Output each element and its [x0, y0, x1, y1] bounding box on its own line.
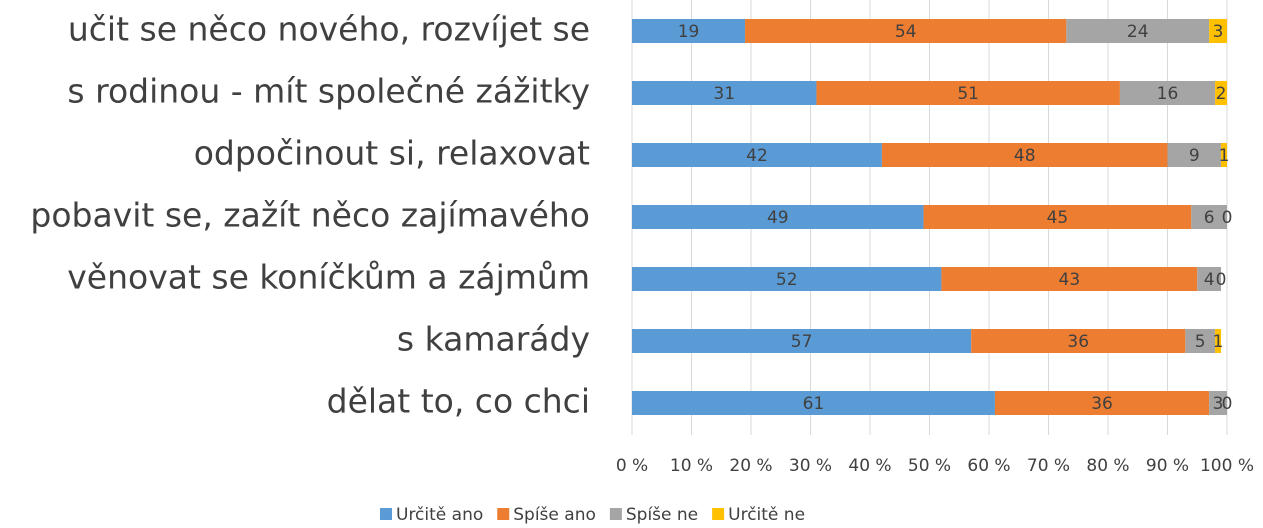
legend-swatch — [609, 508, 622, 520]
x-tick-label: 100 % — [1200, 456, 1254, 476]
legend-swatch — [380, 508, 392, 520]
bar-segment — [632, 391, 995, 415]
bar-segment — [1209, 19, 1227, 43]
bar-segment — [1185, 329, 1216, 353]
bar-segment — [971, 329, 1186, 353]
data-label: 16 — [1157, 84, 1179, 104]
x-tick-label: 80 % — [1086, 456, 1129, 476]
x-tick-label: 50 % — [908, 456, 951, 476]
data-label: 45 — [1047, 208, 1069, 228]
data-label: 31 — [713, 84, 735, 104]
data-label: 42 — [746, 146, 768, 166]
bar-segment — [745, 19, 1067, 43]
data-label: 57 — [791, 332, 813, 352]
bar-segment — [1197, 267, 1222, 291]
data-label: 52 — [776, 270, 798, 290]
bar-segment — [1119, 81, 1216, 105]
category-label: dělat to, co chci — [327, 382, 590, 421]
x-tick-label: 40 % — [848, 456, 891, 476]
bar-segment — [632, 267, 942, 291]
category-label: věnovat se koníčkům a zájmům — [67, 258, 590, 297]
legend-label: Určitě ano — [396, 505, 483, 525]
data-label: 19 — [678, 22, 700, 42]
data-label: 3 — [1213, 394, 1224, 414]
legend-swatch — [497, 508, 510, 520]
data-label: 3 — [1213, 22, 1224, 42]
legend-label: Spíše ano — [513, 505, 596, 525]
x-tick-label: 10 % — [670, 456, 713, 476]
x-tick-label: 0 % — [616, 456, 648, 476]
data-label: 36 — [1091, 394, 1113, 414]
bar-segment — [1066, 19, 1210, 43]
category-label: učit se něco nového, rozvíjet se — [68, 10, 590, 49]
data-label: 54 — [895, 22, 917, 42]
legend-swatch — [712, 508, 725, 520]
category-label: s rodinou - mít společné zážitky — [67, 72, 590, 111]
data-label: 1 — [1213, 332, 1224, 352]
data-label: 0 — [1216, 270, 1227, 290]
bar-segment — [632, 81, 817, 105]
x-tick-label: 70 % — [1027, 456, 1070, 476]
bar-segment — [1215, 81, 1227, 105]
data-label: 0 — [1222, 394, 1233, 414]
x-tick-label: 20 % — [729, 456, 772, 476]
category-label: odpočinout si, relaxovat — [194, 134, 590, 173]
data-label: 1 — [1219, 146, 1230, 166]
bar-segment — [923, 205, 1192, 229]
data-label: 24 — [1127, 22, 1149, 42]
data-label: 6 — [1204, 208, 1215, 228]
data-label: 61 — [803, 394, 825, 414]
bar-segment — [1209, 391, 1227, 415]
category-label: pobavit se, zažít něco zajímavého — [30, 196, 590, 235]
data-label: 9 — [1189, 146, 1200, 166]
data-label: 0 — [1222, 208, 1233, 228]
bar-segment — [1215, 329, 1222, 353]
data-label: 5 — [1195, 332, 1206, 352]
data-label: 43 — [1059, 270, 1081, 290]
bar-segment — [632, 205, 924, 229]
bar-segment — [632, 143, 882, 167]
data-label: 51 — [957, 84, 979, 104]
x-tick-label: 30 % — [789, 456, 832, 476]
data-label: 2 — [1216, 84, 1227, 104]
category-label: s kamarády — [397, 320, 590, 359]
data-label: 4 — [1204, 270, 1215, 290]
data-label: 49 — [767, 208, 789, 228]
bar-segment — [816, 81, 1120, 105]
legend-label: Spíše ne — [626, 505, 698, 525]
bar-segment — [1167, 143, 1222, 167]
data-label: 48 — [1014, 146, 1036, 166]
x-tick-label: 60 % — [967, 456, 1010, 476]
bar-segment — [1191, 205, 1227, 229]
bar-segment — [632, 329, 972, 353]
bar-segment — [632, 19, 746, 43]
bar-segment — [1221, 143, 1227, 167]
legend-label: Určitě ne — [728, 505, 805, 525]
bar-segment — [941, 267, 1198, 291]
data-label: 36 — [1067, 332, 1089, 352]
bar-segment — [881, 143, 1168, 167]
bar-segment — [994, 391, 1210, 415]
x-tick-label: 90 % — [1146, 456, 1189, 476]
